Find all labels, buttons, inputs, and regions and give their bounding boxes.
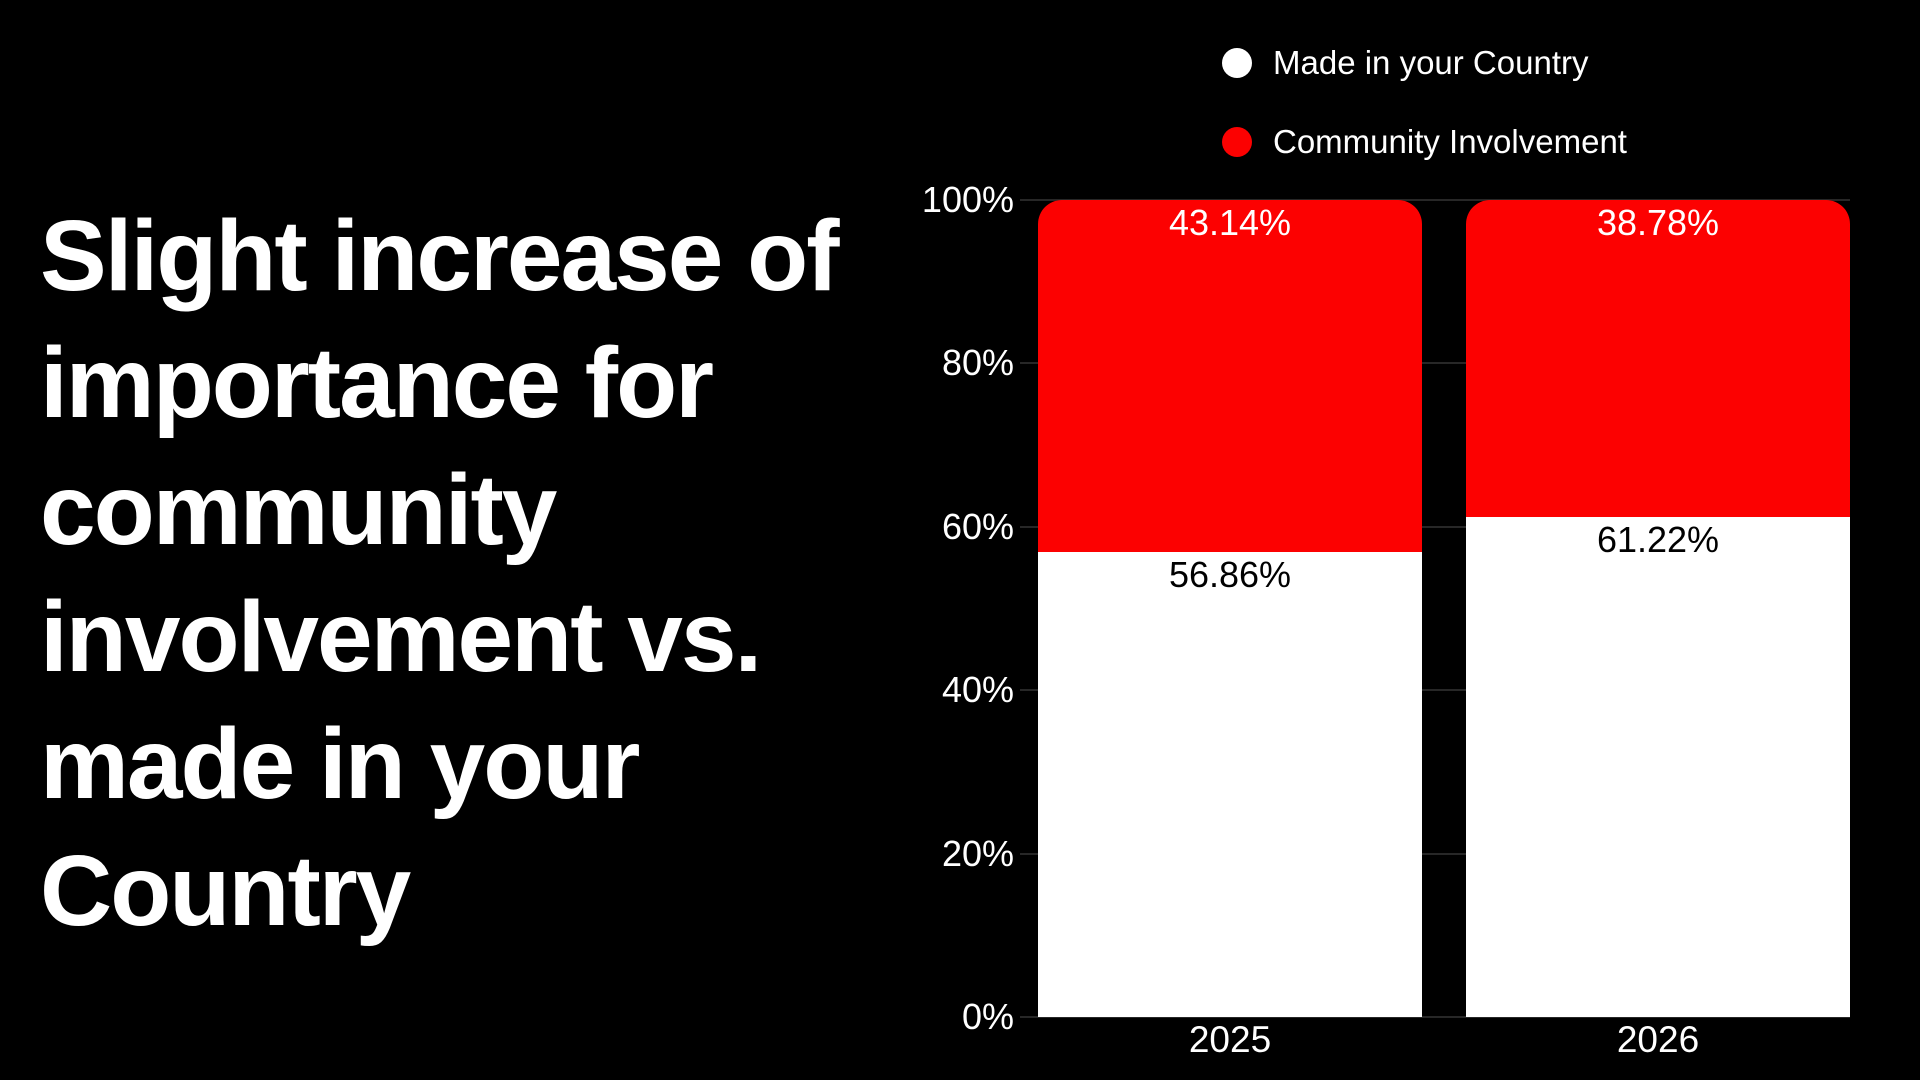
headline-line-3: community: [40, 454, 557, 566]
x-axis-label-2026: 2026: [1616, 1019, 1700, 1060]
chart-plot-area: 43.14% 56.86% 38.78% 61.22%: [1020, 199, 1850, 1018]
headline-line-1: Slight increase of: [40, 200, 840, 312]
chart-legend: Made in your Country Community Involveme…: [1222, 44, 1627, 206]
legend-label-community-involvement: Community Involvement: [1273, 123, 1627, 160]
bar-2025-community-involvement-segment[interactable]: 43.14%: [1038, 200, 1422, 553]
legend-item-community-involvement[interactable]: Community Involvement: [1222, 123, 1627, 160]
legend-swatch-white-icon: [1222, 48, 1252, 78]
y-tick-0: 0%: [961, 996, 1014, 1037]
value-label-2025-made-in-your-country: 56.86%: [1168, 554, 1292, 596]
gridline-100: [1020, 199, 1850, 201]
gridline-80: [1020, 362, 1850, 365]
x-axis-label-2025: 2025: [1188, 1019, 1272, 1060]
value-label-2025-community-involvement: 43.14%: [1168, 202, 1292, 243]
headline-line-4: involvement vs.: [40, 581, 762, 693]
legend-item-made-in-your-country[interactable]: Made in your Country: [1222, 44, 1627, 81]
headline-line-5: made in your: [40, 708, 640, 820]
bar-2026-made-in-your-country-segment[interactable]: 61.22%: [1466, 516, 1850, 1017]
y-tick-20: 20%: [941, 832, 1014, 874]
headline-line-2: importance for: [40, 327, 714, 439]
bar-2026: 38.78% 61.22%: [1466, 200, 1850, 1017]
gridline-60: [1020, 525, 1850, 528]
gridline-40: [1020, 689, 1850, 692]
y-tick-80: 80%: [941, 342, 1014, 384]
gridline-0: [1020, 1016, 1850, 1018]
value-label-2026-community-involvement: 38.78%: [1596, 202, 1720, 243]
headline-line-6: Country: [40, 835, 411, 947]
bar-2025-made-in-your-country-segment[interactable]: 56.86%: [1038, 552, 1422, 1017]
value-label-2026-made-in-your-country: 61.22%: [1596, 518, 1720, 560]
y-tick-40: 40%: [941, 669, 1014, 711]
legend-label-made-in-your-country: Made in your Country: [1273, 44, 1589, 81]
bar-2025: 43.14% 56.86%: [1038, 200, 1422, 1017]
y-axis: 100% 80% 60% 40% 20% 0%: [0, 181, 1014, 1036]
y-tick-100: 100%: [921, 179, 1014, 220]
gridline-20: [1020, 852, 1850, 855]
headline-text[interactable]: Slight increase of importance for commun…: [40, 193, 840, 955]
legend-swatch-red-icon: [1222, 127, 1252, 157]
bar-2026-community-involvement-segment[interactable]: 38.78%: [1466, 200, 1850, 517]
y-tick-60: 60%: [941, 505, 1014, 547]
